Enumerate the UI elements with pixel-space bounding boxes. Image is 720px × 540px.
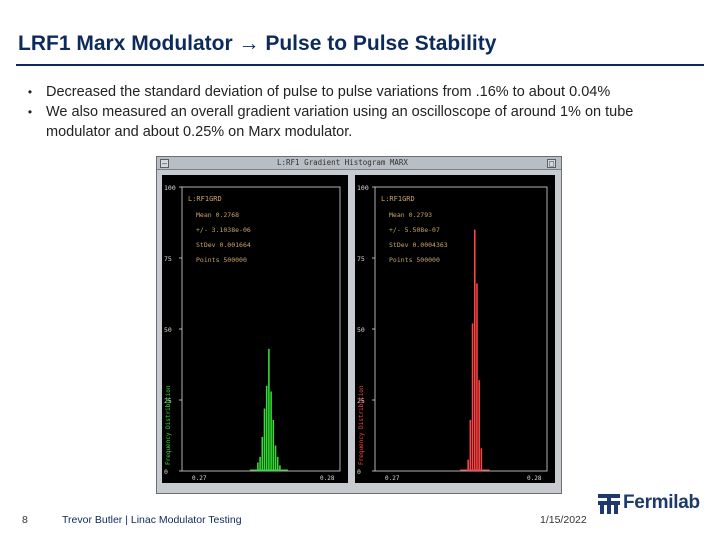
histogram-window: – L:RF1 Gradient Histogram MARX □ 100 75 5… xyxy=(156,156,562,494)
plot-stat-line: Points 500000 xyxy=(196,256,247,264)
plot-channel-label: L:RF1GRD xyxy=(381,195,415,203)
y-tick-label: 0 xyxy=(357,468,361,476)
bullet-item: • Decreased the standard deviation of pu… xyxy=(20,82,700,102)
plot-channel-label: L:RF1GRD xyxy=(188,195,222,203)
plot-stat-line: StDev 0.001664 xyxy=(196,241,251,249)
plot-stat-line: +/- 3.1038e-06 xyxy=(196,226,251,234)
histogram-plot-right: 100 75 50 25 0 0.27 0.28 Frequency Distribution… xyxy=(355,175,555,483)
bullet-item: • We also measured an overall gradient v… xyxy=(20,102,700,142)
y-tick-label: 25 xyxy=(164,397,172,405)
histogram-right-svg: 100 75 50 25 0 0.27 0.28 Frequency Distribution… xyxy=(357,184,548,482)
window-title: L:RF1 Gradient Histogram MARX xyxy=(277,158,408,167)
bullet-marker: • xyxy=(27,85,33,99)
slide-title: LRF1 Marx Modulator → Pulse to Pulse Sta… xyxy=(18,32,497,55)
y-tick-label: 100 xyxy=(357,184,369,192)
footer-text: Trevor Butler | Linac Modulator Testing xyxy=(62,514,242,526)
y-axis-label: Frequency Distribution xyxy=(358,385,365,465)
y-tick-label: 25 xyxy=(357,397,365,405)
y-tick-label: 100 xyxy=(164,184,176,192)
y-tick-label: 75 xyxy=(164,255,172,263)
y-tick-label: 50 xyxy=(164,326,172,334)
y-tick-label: 0 xyxy=(164,468,168,476)
plot-stat-line: Mean 0.2793 xyxy=(389,211,432,219)
window-titlebar[interactable]: – L:RF1 Gradient Histogram MARX □ xyxy=(157,157,561,170)
y-axis-label: Frequency Distribution xyxy=(165,385,172,465)
bullet-marker: • xyxy=(27,105,33,119)
fermilab-wordmark: Fermilab xyxy=(623,492,700,513)
plot-stat-line: StDev 0.0004363 xyxy=(389,241,448,249)
histogram-left-svg: 100 75 50 25 0 0.27 0.28 Frequency Distribution… xyxy=(164,184,341,482)
window-menu-button[interactable]: – xyxy=(160,159,169,168)
window-maximize-button[interactable]: □ xyxy=(547,159,556,168)
plot-stat-line: Points 500000 xyxy=(389,256,440,264)
y-tick-label: 50 xyxy=(357,326,365,334)
fermilab-mark-icon xyxy=(598,494,620,514)
x-tick-label: 0.27 xyxy=(385,475,400,482)
y-tick-label: 75 xyxy=(357,255,365,263)
title-underline xyxy=(16,64,704,66)
page-number: 8 xyxy=(22,514,28,526)
bullet-text: Decreased the standard deviation of puls… xyxy=(46,84,611,100)
plot-stat-line: +/- 5.508e-07 xyxy=(389,226,440,234)
fermilab-logo: Fermilab xyxy=(598,490,700,516)
footer-date: 1/15/2022 xyxy=(540,514,587,526)
x-tick-label: 0.28 xyxy=(527,475,542,482)
x-tick-label: 0.28 xyxy=(320,475,335,482)
histogram-plot-left: 100 75 50 25 0 0.27 0.28 Frequency Distribution… xyxy=(162,175,348,483)
bullet-list: • Decreased the standard deviation of pu… xyxy=(20,82,700,142)
bullet-text: We also measured an overall gradient var… xyxy=(46,104,634,140)
plot-stat-line: Mean 0.2768 xyxy=(196,211,239,219)
x-tick-label: 0.27 xyxy=(192,475,207,482)
